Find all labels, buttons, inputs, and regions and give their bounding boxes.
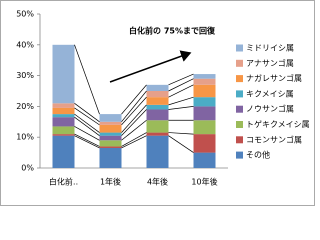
bar-segment xyxy=(52,117,75,127)
legend-swatch xyxy=(236,105,243,113)
series-line xyxy=(74,116,100,136)
series-line xyxy=(74,107,100,126)
series-line xyxy=(74,126,100,141)
series-line xyxy=(168,132,194,135)
series-line xyxy=(168,96,194,106)
series-line xyxy=(168,78,194,92)
bar-segment xyxy=(52,103,75,108)
legend-label: ノウサンゴ属 xyxy=(246,104,294,114)
chart: 白化前の 75%まで回復 0% 10% 20% 30% 40% 50% 白化前‥ 1年後 4年後… xyxy=(0,0,315,206)
series-line xyxy=(121,119,147,141)
legend-swatch xyxy=(236,121,243,128)
legend-swatch xyxy=(236,75,243,83)
y-tick-label: 20% xyxy=(16,102,34,111)
bar-segment xyxy=(99,147,122,168)
series-line xyxy=(74,133,100,147)
y-tick-label: 30% xyxy=(16,71,34,80)
bar-segment xyxy=(99,114,122,122)
bar-segment xyxy=(193,74,216,79)
bar-segment xyxy=(99,132,122,136)
bar-segment xyxy=(52,114,75,118)
series-line xyxy=(121,84,147,115)
bar-segment xyxy=(99,140,122,147)
series-line xyxy=(121,135,147,149)
series-line xyxy=(74,113,100,133)
x-tick-label: 10年後 xyxy=(191,177,217,187)
legend-label: ミドリイシ属 xyxy=(246,44,294,53)
y-tick-label: 10% xyxy=(16,133,34,142)
legend-label: ナガレサンゴ属 xyxy=(246,73,302,83)
series-line xyxy=(168,73,194,86)
bar-segment xyxy=(52,134,75,136)
y-tick-label: 0% xyxy=(21,164,34,173)
bar-segment xyxy=(146,97,169,105)
trend-arrow xyxy=(109,50,192,83)
bar-segment xyxy=(146,120,169,133)
bar-segment xyxy=(146,132,169,136)
series-line xyxy=(121,96,147,126)
series-line xyxy=(74,103,100,123)
bar-segment xyxy=(193,120,216,135)
bar-segment xyxy=(99,121,122,125)
bar-segment xyxy=(193,84,216,98)
bar-segment xyxy=(193,134,216,153)
bar-segment xyxy=(146,135,169,168)
series-line xyxy=(168,106,194,110)
legend-swatch xyxy=(236,59,243,67)
series-line xyxy=(168,84,194,98)
bar-segment xyxy=(52,126,75,135)
legend-label: その他 xyxy=(246,150,270,160)
bar-segment xyxy=(99,146,122,148)
legend-swatch xyxy=(236,151,243,159)
legend-swatch xyxy=(236,136,243,144)
series-line xyxy=(74,135,100,149)
series-line xyxy=(74,44,100,115)
bar-segment xyxy=(193,152,216,168)
legend-swatch xyxy=(236,44,243,52)
bar-segment xyxy=(146,84,169,91)
legend-swatch xyxy=(236,90,243,98)
x-tick-label: 4年後 xyxy=(147,177,168,187)
bar-segment xyxy=(146,91,169,98)
bar-segment xyxy=(193,97,216,107)
series-line xyxy=(168,135,194,153)
bar-segment xyxy=(193,106,216,121)
y-tick-label: 50% xyxy=(16,10,34,19)
x-tick-label: 白化前‥ xyxy=(49,177,78,187)
series-line xyxy=(121,104,147,133)
series-line xyxy=(121,109,147,136)
bar-segment xyxy=(99,135,122,141)
annotation: 白化前の 75%まで回復 xyxy=(129,26,216,36)
series-line xyxy=(121,90,147,123)
bar-segment xyxy=(52,107,75,115)
bar-segment xyxy=(99,124,122,133)
y-tick-label: 40% xyxy=(16,40,34,49)
bar-segment xyxy=(52,44,75,104)
bar-segment xyxy=(52,135,75,168)
bar-segment xyxy=(193,78,216,85)
bar-segment xyxy=(146,109,169,121)
x-tick-label: 1年後 xyxy=(100,177,121,187)
legend-label: コモンサンゴ属 xyxy=(246,134,302,144)
legend-label: キクメイシ属 xyxy=(246,89,294,98)
legend-label: トゲキクメイシ属 xyxy=(246,119,310,129)
legend-label: アナサンゴ属 xyxy=(246,58,294,68)
bar-segment xyxy=(146,104,169,110)
series-line xyxy=(121,132,147,147)
